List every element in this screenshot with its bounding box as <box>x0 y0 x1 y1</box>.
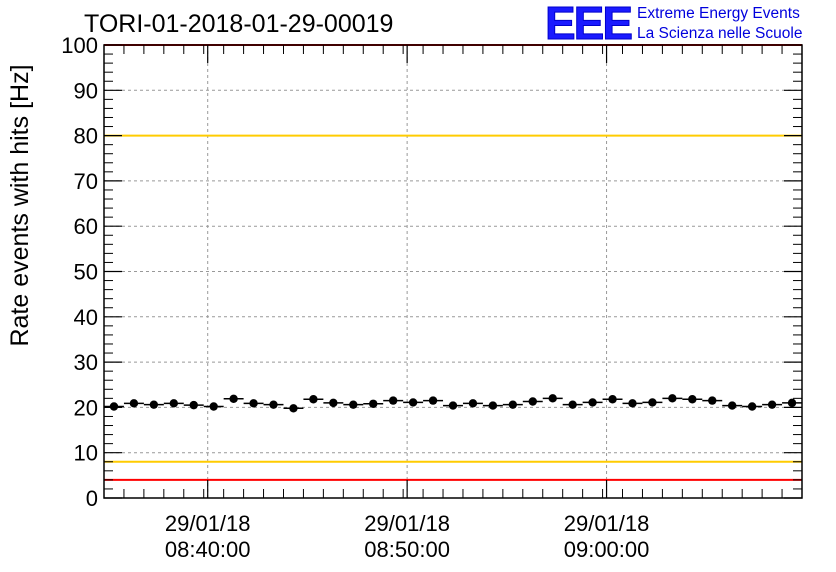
data-point <box>468 399 478 408</box>
y-tick-label: 80 <box>74 124 98 149</box>
y-tick-label: 70 <box>74 169 98 194</box>
x-tick-time-label: 08:50:00 <box>364 537 450 562</box>
x-tick-time-label: 09:00:00 <box>564 537 650 562</box>
data-point <box>488 401 498 410</box>
data-point <box>169 399 178 408</box>
data-point <box>628 399 637 408</box>
chart-title: TORI-01-2018-01-29-00019 <box>84 10 394 38</box>
y-tick-label: 30 <box>74 350 98 375</box>
axis-labels: 010203040506070809010029/01/1808:40:0029… <box>61 33 649 562</box>
data-point <box>648 398 657 407</box>
data-point <box>508 400 518 409</box>
data-series <box>104 394 802 413</box>
y-tick-label: 100 <box>61 33 98 58</box>
y-tick-label: 0 <box>86 486 98 511</box>
y-tick-label: 10 <box>74 441 98 466</box>
data-point <box>388 396 398 405</box>
data-point <box>408 398 418 407</box>
data-point <box>767 400 777 409</box>
x-tick-time-label: 08:40:00 <box>165 537 251 562</box>
data-point <box>149 400 159 409</box>
data-point <box>269 400 278 409</box>
y-tick-label: 60 <box>74 214 98 239</box>
y-tick-label: 90 <box>74 78 98 103</box>
data-point <box>428 396 438 405</box>
data-point <box>109 402 119 411</box>
x-tick-date-label: 29/01/18 <box>165 511 251 536</box>
data-point <box>568 400 577 409</box>
data-point <box>349 400 358 409</box>
y-tick-label: 50 <box>74 260 98 285</box>
data-point <box>688 395 697 404</box>
data-point <box>708 396 717 405</box>
logo-line-2: La Scienza nelle Scuole <box>637 25 803 42</box>
data-point <box>189 400 198 410</box>
data-point <box>249 399 258 408</box>
grid <box>104 45 802 498</box>
x-tick-date-label: 29/01/18 <box>564 511 650 536</box>
data-point <box>309 395 318 404</box>
logo-line-1: Extreme Energy Events <box>637 5 800 22</box>
data-point <box>448 401 458 410</box>
data-point <box>608 395 617 404</box>
data-point <box>787 398 797 408</box>
y-tick-label: 20 <box>74 395 98 420</box>
y-axis-title: Rate events with hits [Hz] <box>6 64 34 346</box>
data-point <box>229 394 238 403</box>
data-point <box>528 397 537 406</box>
data-point <box>209 402 218 411</box>
data-point <box>129 399 139 408</box>
axis-ticks <box>103 44 803 499</box>
eee-logo: EEE Extreme Energy Events La Scienza nel… <box>544 0 835 49</box>
data-point <box>289 404 298 413</box>
x-tick-date-label: 29/01/18 <box>364 511 450 536</box>
data-point <box>668 394 677 403</box>
data-point <box>329 398 338 408</box>
data-point <box>747 402 757 411</box>
data-point <box>588 398 597 407</box>
reference-lines <box>104 44 802 481</box>
data-point <box>548 394 557 403</box>
eee-logo-mark: EEE <box>544 0 633 49</box>
data-point <box>369 399 378 408</box>
data-point <box>728 401 737 410</box>
y-tick-label: 40 <box>74 305 98 330</box>
